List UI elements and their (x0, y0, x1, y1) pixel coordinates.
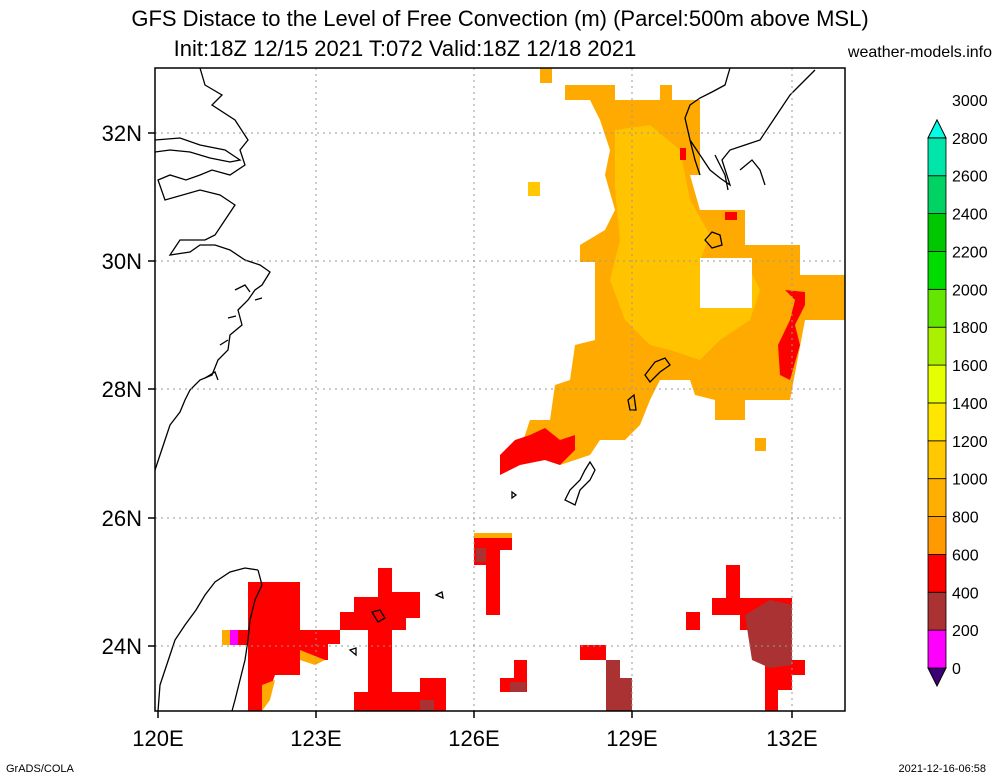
field-red-patch (778, 290, 805, 380)
field-orange-speck (540, 68, 552, 83)
field-brown-patch (606, 660, 632, 711)
field-brown-patch (510, 682, 526, 692)
colorbar-segment (927, 364, 947, 404)
site-credit: weather-models.info (847, 44, 992, 61)
field-layer (222, 68, 845, 711)
footer-credit: GrADS/COLA (6, 763, 74, 775)
colorbar-label: 1600 (952, 358, 988, 375)
colorbar-segment (927, 326, 947, 366)
y-tick-label: 28N (102, 377, 142, 402)
footer-timestamp: 2021-12-16-06:58 (898, 763, 986, 775)
field-red-patch (340, 568, 446, 711)
island-okinawa (627, 357, 671, 411)
colorbar-segment (927, 402, 947, 442)
colorbar-segment (927, 251, 947, 290)
colorbar-segment (927, 137, 947, 177)
colorbar-label: 1000 (952, 472, 988, 489)
colorbar-label: 400 (952, 585, 979, 602)
colorbar-segment (927, 175, 947, 215)
colorbar-segment (927, 554, 947, 593)
field-orange-speck (474, 533, 512, 538)
colorbar-segment (927, 591, 947, 631)
colorbar-segment (927, 478, 947, 517)
colorbar-label: 200 (952, 623, 979, 640)
colorbar: 0 200 400 600 800 1000 1200 1400 1600 1800 2000 220… (927, 93, 988, 688)
field-white-hole (700, 258, 752, 308)
field-red-patch (328, 630, 340, 644)
grid (155, 68, 845, 711)
coastline-china (155, 68, 271, 471)
x-tick-label: 123E (290, 726, 341, 751)
colorbar-label: 2600 (952, 169, 988, 186)
y-tick-label: 26N (102, 506, 142, 531)
colorbar-label: 600 (952, 547, 979, 564)
colorbar-label: 3000 (952, 93, 988, 110)
colorbar-label: 2800 (952, 131, 988, 148)
field-brown-patch (745, 600, 792, 668)
colorbar-label: 1800 (952, 320, 988, 337)
field-red-patch (500, 428, 575, 475)
field-magenta-patch (230, 630, 238, 645)
y-tick-label: 32N (102, 121, 142, 146)
colorbar-segment (927, 288, 947, 328)
colorbar-label: 1400 (952, 396, 988, 413)
field-brown-patch (476, 548, 486, 562)
field-red-patch (686, 612, 700, 630)
field-red-patch (580, 645, 606, 660)
colorbar-label: 800 (952, 510, 979, 527)
field-brown-patch (420, 700, 434, 711)
island-small (348, 490, 518, 657)
colorbar-segment (927, 629, 947, 669)
colorbar-label: 0 (952, 661, 961, 678)
colorbar-segment (927, 118, 947, 139)
colorbar-label: 2000 (952, 282, 988, 299)
x-tick-label: 126E (448, 726, 499, 751)
field-orange-speck (222, 630, 230, 645)
island-amami (564, 460, 596, 506)
field-orange-speck (755, 438, 766, 451)
coastline-korea-japan (684, 68, 816, 187)
island-jeju-area (704, 231, 723, 249)
colorbar-segment (927, 516, 947, 555)
y-tick-label: 24N (102, 634, 142, 659)
chart-subtitle: Init:18Z 12/15 2021 T:072 Valid:18Z 12/1… (173, 36, 637, 61)
y-tick-label: 30N (102, 249, 142, 274)
island-zhoushan (204, 284, 263, 381)
coastline-kyushu (689, 139, 766, 191)
colorbar-segment (927, 213, 947, 252)
coastline-layer (155, 68, 816, 711)
colorbar-label: 1200 (952, 434, 988, 451)
x-tick-label: 129E (606, 726, 657, 751)
x-tick-label: 132E (766, 726, 817, 751)
field-red-patch (680, 148, 686, 160)
colorbar-label: 2200 (952, 244, 988, 261)
colorbar-label: 2400 (952, 207, 988, 224)
field-orange-speck (528, 182, 540, 196)
field-red-patch (474, 535, 512, 615)
chart-title-line: GFS Distace to the Level of Free Convect… (131, 6, 869, 31)
coastline-taiwan (157, 567, 263, 711)
field-red-patch (725, 212, 737, 220)
colorbar-segment (927, 440, 947, 480)
axis-ticks (148, 132, 793, 718)
coastline-china-bay (155, 137, 242, 163)
x-tick-label: 120E (132, 726, 183, 751)
colorbar-segment (927, 667, 947, 688)
field-orange-speck (262, 650, 325, 711)
